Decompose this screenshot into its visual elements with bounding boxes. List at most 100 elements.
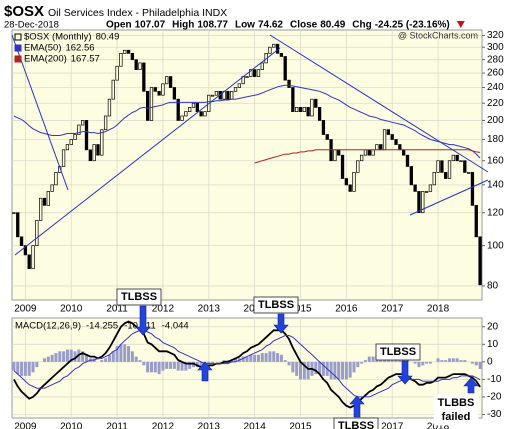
- histogram-bar: [253, 354, 257, 362]
- histogram-bar: [27, 361, 31, 376]
- candle: [440, 160, 444, 173]
- y-tick-label: 160: [487, 155, 504, 166]
- histogram-bar: [146, 361, 150, 373]
- histogram-bar: [356, 361, 360, 368]
- arrow: [273, 313, 289, 334]
- histogram-bar: [371, 356, 375, 362]
- candle: [134, 59, 138, 70]
- histogram-bar: [352, 361, 356, 373]
- candle: [340, 154, 345, 179]
- histogram-bar: [474, 361, 478, 366]
- histogram-bar: [85, 354, 89, 362]
- histogram-bar: [35, 361, 39, 368]
- candle: [19, 236, 24, 246]
- histogram-bar: [329, 361, 333, 380]
- histogram-bar: [348, 361, 352, 378]
- annotation: TLBSS: [121, 291, 157, 303]
- histogram-bar: [138, 360, 142, 362]
- histogram-bar: [463, 360, 467, 362]
- candle: [363, 149, 368, 156]
- y-tick-label: -30: [487, 409, 502, 420]
- candle: [451, 154, 455, 162]
- annotation-box: [375, 343, 421, 361]
- histogram-bar: [260, 353, 264, 362]
- histogram-bar: [318, 361, 322, 375]
- candle: [146, 90, 150, 121]
- x-tick-label: 2012: [152, 422, 175, 429]
- candle: [176, 98, 180, 121]
- histogram-bar: [459, 360, 463, 362]
- candle: [168, 76, 173, 88]
- histogram-bar: [222, 360, 226, 362]
- histogram-bar: [207, 361, 211, 364]
- arrow: [349, 395, 365, 418]
- annotation-box: [333, 417, 379, 429]
- candle: [252, 69, 257, 77]
- candle: [455, 154, 459, 162]
- histogram-bar: [283, 360, 287, 362]
- candle: [119, 52, 123, 67]
- quote-label: Open: [106, 20, 132, 31]
- candle: [325, 134, 329, 140]
- annotation: TLBSS: [258, 299, 294, 311]
- candle: [84, 120, 89, 151]
- histogram-bar: [58, 351, 62, 362]
- histogram-bar: [276, 353, 280, 362]
- candle: [214, 90, 219, 96]
- quote-label: Close: [290, 20, 318, 31]
- histogram-bar: [69, 349, 73, 362]
- histogram-bar: [341, 361, 345, 380]
- candle: [16, 212, 20, 238]
- candle: [230, 90, 234, 100]
- candle: [130, 52, 135, 61]
- candle: [291, 87, 295, 112]
- candle: [287, 79, 291, 88]
- x-tick-label: 2010: [60, 422, 83, 429]
- candle: [42, 197, 47, 206]
- histogram-bar: [31, 361, 35, 373]
- histogram-bar: [157, 361, 161, 375]
- histogram-bar: [287, 361, 291, 366]
- histogram-bar: [333, 361, 337, 380]
- candle: [142, 62, 146, 92]
- candle: [459, 160, 463, 163]
- candle: [210, 94, 215, 97]
- histogram-bar: [54, 353, 58, 362]
- title: $OSX: [4, 3, 44, 20]
- candle: [184, 111, 188, 117]
- candle: [283, 56, 287, 81]
- candle: [279, 52, 284, 57]
- annotation: TLBBS: [438, 397, 475, 409]
- candle: [249, 69, 253, 77]
- histogram-bar: [172, 361, 176, 369]
- candle: [405, 154, 410, 167]
- histogram-bar: [20, 361, 24, 376]
- y-tick-label: 220: [487, 98, 504, 109]
- candle: [188, 107, 192, 112]
- legend-value: 162.56: [65, 43, 94, 54]
- y-tick-label: 280: [487, 54, 504, 65]
- candle: [390, 134, 394, 140]
- candle: [321, 120, 326, 135]
- annotation-box: [253, 296, 299, 314]
- candle: [138, 62, 142, 70]
- x-tick-label: 2012: [152, 304, 175, 315]
- legend-value: 80.49: [96, 32, 120, 43]
- histogram-bar: [363, 360, 367, 362]
- x-tick-label: 2011: [106, 422, 128, 429]
- candle: [23, 245, 28, 256]
- histogram-bar: [169, 361, 173, 369]
- date: 28-Dec-2018: [4, 20, 59, 31]
- candle: [424, 191, 429, 193]
- candle: [394, 139, 398, 145]
- histogram-bar: [161, 361, 165, 371]
- plot-area: [11, 317, 483, 419]
- candle: [103, 115, 108, 131]
- histogram-bar: [295, 361, 299, 376]
- candle: [386, 129, 391, 135]
- legend-value: 167.57: [71, 54, 100, 65]
- candle: [367, 149, 371, 156]
- subtitle: Oil Services Index - Philadelphia INDX: [48, 7, 227, 19]
- candle: [474, 204, 478, 238]
- y-tick-label: 300: [487, 42, 504, 53]
